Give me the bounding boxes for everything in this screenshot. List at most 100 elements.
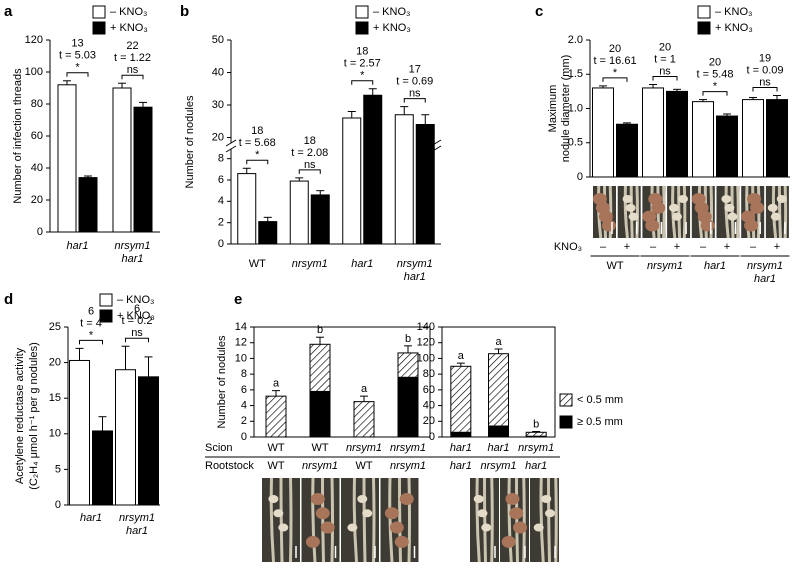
plot-frame <box>253 326 431 438</box>
photo-root <box>407 477 411 563</box>
axis-break <box>225 145 237 153</box>
significance-bracket <box>66 72 89 77</box>
photo-nodule <box>278 523 289 532</box>
significance-letter: a <box>495 336 502 348</box>
t-statistic: t = 0.69 <box>396 76 433 88</box>
axis-break <box>225 139 237 147</box>
treatment-level: – <box>750 241 757 253</box>
photo-nodule <box>744 219 759 232</box>
photo-nodule <box>505 493 520 505</box>
photo-nodule <box>767 203 778 212</box>
legend-swatch <box>697 21 711 35</box>
photo-nodule <box>477 509 488 518</box>
y-axis-label: nodule diameter (mm) <box>560 55 572 163</box>
sample-size: 22 <box>126 40 138 52</box>
significance: ns <box>127 64 139 76</box>
significance-bracket <box>298 169 321 174</box>
photo-root <box>724 185 730 239</box>
photo-root <box>554 477 558 563</box>
bar-segment <box>450 365 472 433</box>
y-tick-label: 20 <box>423 415 435 427</box>
x-tick-label: har1 <box>450 460 472 472</box>
x-tick-label: WT <box>355 460 372 472</box>
photo-nodule <box>513 521 528 534</box>
legend-swatch <box>92 5 106 19</box>
y-axis-label: Number of nodules <box>184 95 196 188</box>
significance-letter: b <box>405 333 411 345</box>
x-tick-label: nrsym1 <box>346 442 382 454</box>
treatment-level: – <box>600 241 607 253</box>
significance: ns <box>659 65 671 77</box>
photo-root <box>321 477 325 563</box>
significance: * <box>255 149 260 161</box>
photo-root <box>475 477 481 563</box>
bar <box>592 87 614 178</box>
photo-root <box>730 185 735 239</box>
x-tick-label: WT <box>606 260 623 272</box>
photo-nodule <box>473 495 484 503</box>
y-tick-label: 40 <box>31 162 43 174</box>
legend-label: + KNO₃ <box>117 310 155 322</box>
x-tick-label: har1 <box>704 260 726 272</box>
y-tick-label: 8 <box>241 368 247 380</box>
photo-root <box>483 477 487 563</box>
sample-size: 13 <box>71 38 83 50</box>
bar-segment <box>309 390 331 438</box>
sample-size: 17 <box>409 64 421 76</box>
bar <box>742 99 764 178</box>
photo-nodule <box>501 535 516 548</box>
photo-root <box>311 477 317 563</box>
legend-label: + KNO₃ <box>110 22 148 34</box>
treatment-label: KNO₃ <box>554 241 582 253</box>
y-axis-label: (C₂H₄ μmol h⁻¹ per g nodules) <box>28 342 40 489</box>
y-tick-label: 2 <box>241 415 247 427</box>
panel-letter: c <box>535 3 543 20</box>
photo-root <box>608 185 613 239</box>
sample-size: 18 <box>251 125 263 137</box>
bar <box>258 221 278 245</box>
photo-nodule <box>384 507 399 520</box>
photo-root <box>547 477 551 563</box>
bar <box>342 117 362 245</box>
x-tick-label: nrsym1 <box>647 260 683 272</box>
photo-root <box>388 477 394 563</box>
photo-nodule <box>541 495 552 503</box>
y-tick-label: 0.5 <box>568 137 583 149</box>
significance-bracket <box>79 339 103 345</box>
significance: * <box>613 67 618 79</box>
y-axis-label: Number of nodules <box>216 335 228 428</box>
bar <box>642 87 664 178</box>
photo-nodule <box>770 212 781 221</box>
x-tick-label: nrsym1 <box>114 240 150 252</box>
significance-bracket <box>752 86 778 92</box>
bar <box>57 84 77 233</box>
y-tick-label: 40 <box>212 66 224 78</box>
t-statistic: t = 1 <box>654 53 676 65</box>
legend-swatch <box>355 21 369 35</box>
y-tick-label: 1.5 <box>568 68 583 80</box>
bar <box>112 87 132 233</box>
t-statistic: t = 0.2 <box>122 315 153 327</box>
t-statistic: t = 16.61 <box>593 55 636 67</box>
treatment-level: – <box>700 241 707 253</box>
photo-root <box>515 477 519 563</box>
x-tick-label: har1 <box>487 442 509 454</box>
legend-label: + KNO₃ <box>715 22 753 34</box>
treatment-level: + <box>774 241 780 253</box>
photo-root <box>771 185 778 239</box>
photo-nodule <box>628 212 639 221</box>
x-tick-label: har1 <box>351 258 373 270</box>
bar <box>716 115 738 178</box>
sample-size: 20 <box>609 43 621 55</box>
photo-root <box>623 185 629 239</box>
y-axis-label: Acetylene reductase activity <box>14 347 26 484</box>
sample-size: 6 <box>134 303 140 315</box>
x-tick-label: WT <box>311 442 328 454</box>
x-tick-label: nrsym1 <box>302 460 338 472</box>
significance-letter: a <box>273 378 280 390</box>
photo-root <box>662 185 666 239</box>
photo-nodule <box>268 495 279 503</box>
photo-root <box>362 477 367 563</box>
bar <box>394 114 414 245</box>
photo-nodule <box>315 507 330 520</box>
